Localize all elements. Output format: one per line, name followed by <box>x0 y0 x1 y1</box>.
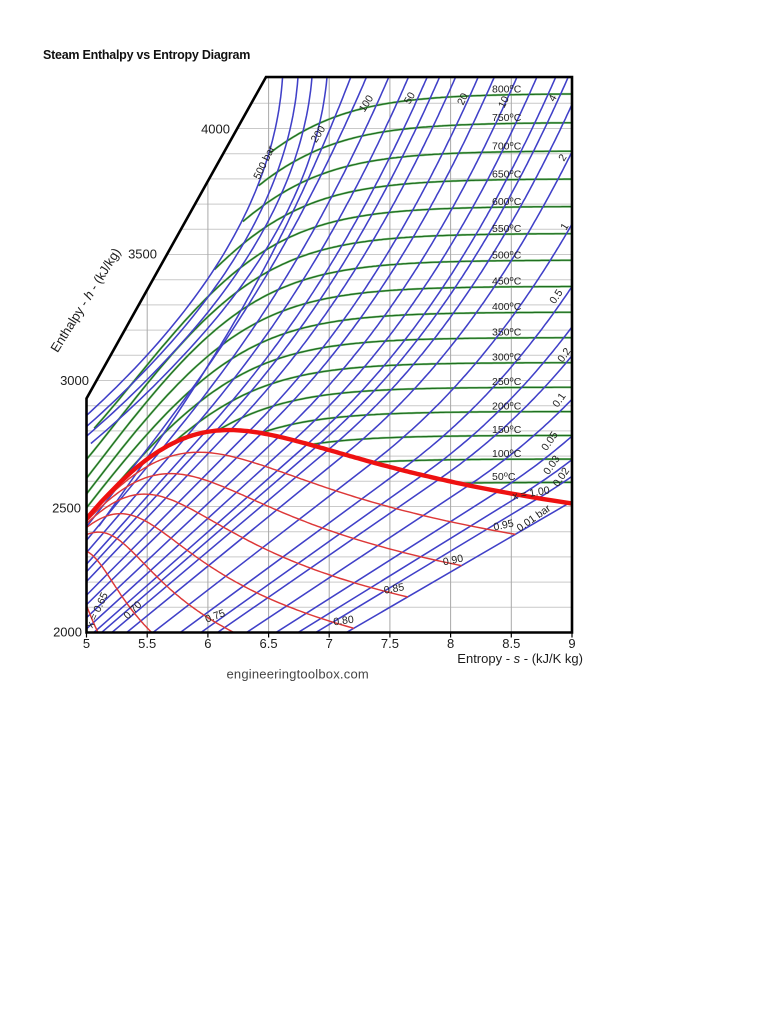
svg-text:2500: 2500 <box>52 501 81 516</box>
svg-text:7: 7 <box>326 636 333 651</box>
svg-text:10: 10 <box>496 94 512 110</box>
svg-text:8.5: 8.5 <box>502 636 520 651</box>
svg-text:150oC: 150oC <box>492 423 522 437</box>
svg-text:8: 8 <box>447 636 454 651</box>
svg-text:1: 1 <box>558 221 571 232</box>
svg-text:4000: 4000 <box>201 122 230 137</box>
svg-text:300oC: 300oC <box>492 350 522 364</box>
svg-text:600oC: 600oC <box>492 194 522 208</box>
svg-text:Entropy - s - (kJ/K kg): Entropy - s - (kJ/K kg) <box>457 651 583 666</box>
svg-text:6.5: 6.5 <box>260 636 278 651</box>
svg-text:750oC: 750oC <box>492 111 522 125</box>
svg-text:6: 6 <box>204 636 211 651</box>
svg-text:3500: 3500 <box>128 247 157 262</box>
svg-text:0.90: 0.90 <box>442 552 465 568</box>
svg-text:4: 4 <box>546 93 559 104</box>
svg-text:100oC: 100oC <box>492 446 522 460</box>
svg-text:50oC: 50oC <box>492 470 516 484</box>
svg-text:5.5: 5.5 <box>138 636 156 651</box>
svg-text:350oC: 350oC <box>492 325 522 339</box>
svg-text:200oC: 200oC <box>492 399 522 413</box>
svg-text:7.5: 7.5 <box>381 636 399 651</box>
svg-text:2: 2 <box>556 152 569 163</box>
svg-text:Steam Enthalpy vs Entropy Diag: Steam Enthalpy vs Entropy Diagram <box>43 48 250 62</box>
svg-text:50: 50 <box>402 90 418 106</box>
svg-text:3000: 3000 <box>60 373 89 388</box>
svg-text:9: 9 <box>568 636 575 651</box>
svg-text:700oC: 700oC <box>492 139 522 153</box>
svg-text:20: 20 <box>455 91 471 107</box>
svg-text:650oC: 650oC <box>492 167 522 181</box>
svg-text:2000: 2000 <box>53 625 82 640</box>
svg-text:400oC: 400oC <box>492 300 522 314</box>
svg-text:800oC: 800oC <box>492 82 522 96</box>
svg-text:0.80: 0.80 <box>333 614 355 629</box>
svg-text:550oC: 550oC <box>492 221 522 235</box>
svg-text:engineeringtoolbox.com: engineeringtoolbox.com <box>226 667 368 682</box>
svg-text:0.85: 0.85 <box>383 581 405 596</box>
svg-text:450oC: 450oC <box>492 274 522 288</box>
svg-text:250oC: 250oC <box>492 375 522 389</box>
svg-text:5: 5 <box>83 636 90 651</box>
svg-text:0.95: 0.95 <box>492 517 515 533</box>
svg-text:500oC: 500oC <box>492 248 522 262</box>
